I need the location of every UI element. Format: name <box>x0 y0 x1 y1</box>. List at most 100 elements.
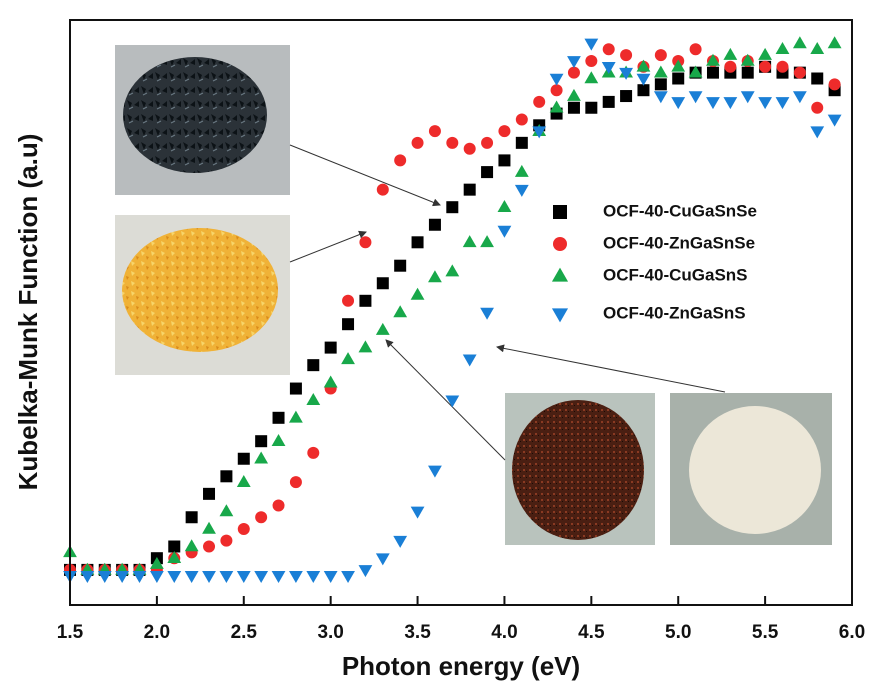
data-point <box>254 570 269 583</box>
data-point <box>272 411 285 424</box>
data-point <box>567 101 580 114</box>
data-point <box>584 71 599 84</box>
data-point <box>97 570 112 583</box>
photo-powder <box>689 406 821 534</box>
data-point <box>202 521 216 534</box>
x-tick-label: 6.0 <box>839 622 865 643</box>
data-point <box>306 570 321 583</box>
data-point <box>810 126 825 139</box>
data-point <box>515 113 528 126</box>
data-point <box>359 236 372 249</box>
data-point <box>724 60 737 73</box>
x-tick-label: 4.5 <box>578 622 605 643</box>
data-point <box>394 154 407 167</box>
data-point <box>481 136 494 149</box>
data-point <box>428 270 442 283</box>
data-point <box>428 125 441 138</box>
data-point <box>236 570 251 583</box>
data-point <box>462 235 477 248</box>
data-point <box>810 42 825 55</box>
data-point <box>567 66 580 79</box>
data-point <box>636 73 651 86</box>
data-point <box>254 451 269 464</box>
y-axis-label: Kubelka-Munk Function (a.u) <box>13 134 43 491</box>
data-point <box>480 307 494 320</box>
legend-marker <box>553 205 567 219</box>
arrow <box>496 344 726 393</box>
data-point <box>723 97 738 110</box>
data-point <box>203 540 216 553</box>
data-point <box>271 570 286 583</box>
data-point <box>237 452 250 465</box>
data-point <box>149 556 164 569</box>
data-point <box>115 570 130 583</box>
data-point <box>411 136 424 149</box>
data-point <box>393 535 408 548</box>
data-point <box>289 476 302 489</box>
legend-marker <box>551 267 569 282</box>
x-tick-label: 3.5 <box>404 622 431 643</box>
data-point <box>480 235 494 248</box>
data-point <box>549 100 564 113</box>
data-point <box>585 101 598 114</box>
data-point <box>498 154 511 167</box>
x-tick-label: 2.0 <box>144 622 170 643</box>
data-point <box>307 446 320 459</box>
data-point <box>167 570 182 583</box>
data-point <box>306 393 321 406</box>
x-tick-label: 2.5 <box>231 622 258 643</box>
data-point <box>619 67 633 80</box>
data-point <box>271 434 286 446</box>
data-point <box>792 91 807 104</box>
data-point <box>255 435 268 448</box>
data-point <box>585 54 598 67</box>
data-point <box>653 65 668 78</box>
legend-label: OCF-40-ZnGaSnS <box>603 303 746 322</box>
legend-marker <box>551 308 569 323</box>
data-point <box>323 375 338 388</box>
data-point <box>358 565 373 578</box>
data-point <box>776 60 789 73</box>
data-point <box>654 49 667 62</box>
data-point <box>375 322 390 335</box>
data-point <box>219 504 234 517</box>
data-point <box>792 36 807 49</box>
data-point <box>775 97 790 110</box>
data-point <box>255 511 268 524</box>
data-point <box>793 66 806 79</box>
data-point <box>358 340 373 353</box>
data-point <box>827 114 842 127</box>
data-point <box>758 47 773 60</box>
data-point <box>168 540 181 553</box>
data-point <box>428 465 442 478</box>
data-point <box>515 136 528 149</box>
data-point <box>220 470 233 483</box>
data-point <box>654 78 667 91</box>
data-point <box>289 410 303 423</box>
data-point <box>636 59 651 72</box>
x-tick-label: 5.0 <box>665 622 691 643</box>
data-point <box>393 305 408 318</box>
data-point <box>80 570 95 583</box>
data-point <box>463 183 476 196</box>
data-point <box>688 91 703 104</box>
data-point <box>203 487 216 500</box>
data-point <box>706 66 719 79</box>
data-point <box>342 294 355 307</box>
photo-crystals <box>512 400 644 540</box>
data-point <box>428 218 441 231</box>
data-point <box>584 38 599 51</box>
legend-marker <box>553 237 567 251</box>
data-point <box>185 511 198 524</box>
data-point <box>359 294 372 307</box>
data-point <box>219 570 234 583</box>
data-point <box>184 570 199 583</box>
data-point <box>671 59 686 72</box>
data-point <box>341 352 355 365</box>
data-point <box>706 53 720 66</box>
data-point <box>672 72 685 85</box>
data-point <box>184 539 199 552</box>
data-point <box>289 570 303 583</box>
arrow <box>289 230 367 263</box>
